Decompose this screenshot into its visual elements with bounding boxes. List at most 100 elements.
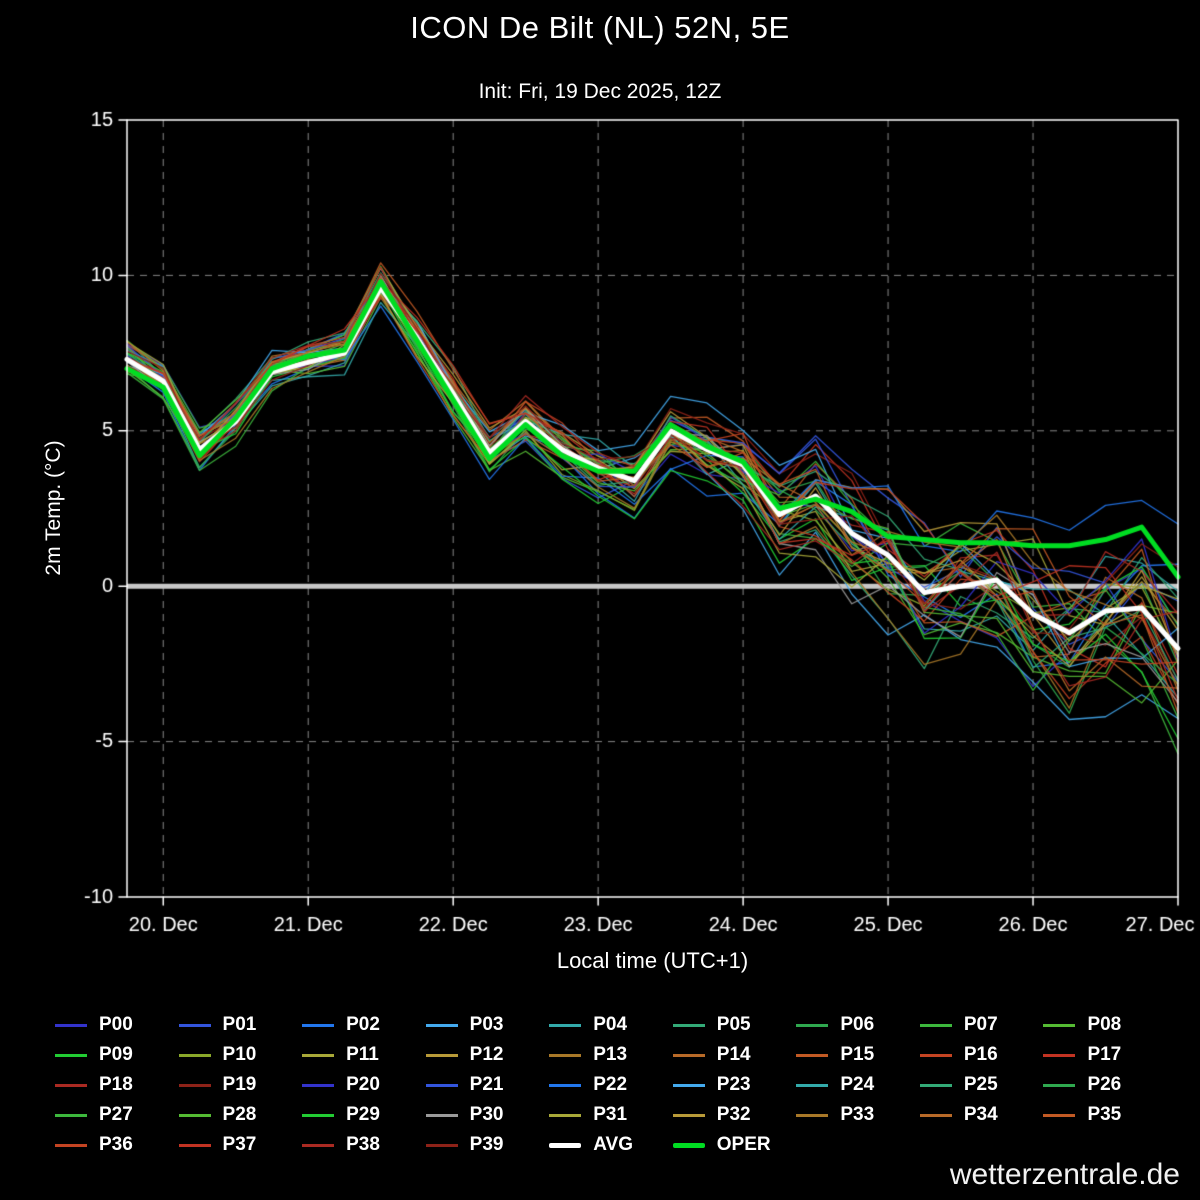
legend-swatch-p16 <box>919 1053 952 1057</box>
x-axis-label: Local time (UTC+1) <box>556 948 749 973</box>
legend-label-p16: P16 <box>963 1044 998 1065</box>
legend-swatch-p18 <box>55 1083 87 1087</box>
legend-item-p09: P09 <box>55 1044 179 1066</box>
legend-label-p03: P03 <box>469 1014 504 1035</box>
legend-label-p09: P09 <box>99 1044 133 1065</box>
legend-label-p38: P38 <box>346 1134 380 1155</box>
legend-label-p01: P01 <box>222 1014 257 1035</box>
legend-item-avg: AVG <box>549 1134 673 1156</box>
legend-label-p35: P35 <box>1087 1104 1122 1125</box>
legend-item-p25: P25 <box>919 1074 1044 1096</box>
legend-swatch-p27 <box>55 1113 87 1117</box>
legend-swatch-p10 <box>178 1053 211 1057</box>
legend-swatch-p11 <box>302 1053 335 1057</box>
legend-label-p11: P11 <box>346 1044 379 1065</box>
legend-label-avg: AVG <box>593 1134 633 1155</box>
legend-item-p38: P38 <box>302 1134 426 1156</box>
legend-label-p06: P06 <box>840 1014 875 1035</box>
legend-swatch-p04 <box>549 1023 582 1027</box>
legend-item-p08: P08 <box>1043 1014 1167 1036</box>
legend-label-p33: P33 <box>840 1104 875 1125</box>
legend-swatch-p24 <box>796 1083 829 1087</box>
legend-swatch-p00 <box>55 1023 87 1027</box>
legend-item-p32: P32 <box>672 1104 797 1126</box>
legend-item-p04: P04 <box>549 1014 673 1036</box>
legend-item-p19: P19 <box>178 1074 303 1096</box>
legend-item-p34: P34 <box>919 1104 1044 1126</box>
legend-label-p08: P08 <box>1087 1014 1122 1035</box>
legend-label-p24: P24 <box>840 1074 875 1095</box>
watermark: wetterzentrale.de <box>949 1158 1180 1191</box>
legend-swatch-p17 <box>1043 1053 1076 1057</box>
legend-label-oper: OPER <box>716 1134 771 1155</box>
legend-item-p23: P23 <box>672 1074 797 1096</box>
legend-item-p03: P03 <box>425 1014 550 1036</box>
legend-swatch-p26 <box>1043 1083 1076 1087</box>
legend-label-p18: P18 <box>99 1074 133 1095</box>
legend-item-p37: P37 <box>178 1134 303 1156</box>
legend-label-p10: P10 <box>222 1044 257 1065</box>
legend-swatch-p30 <box>425 1113 458 1117</box>
legend-swatch-p38 <box>302 1143 335 1147</box>
legend-label-p39: P39 <box>469 1134 504 1155</box>
legend-label-p37: P37 <box>222 1134 257 1155</box>
legend-swatch-p23 <box>672 1083 705 1087</box>
legend-swatch-p15 <box>796 1053 829 1057</box>
legend-item-p33: P33 <box>796 1104 920 1126</box>
legend-label-p15: P15 <box>840 1044 875 1065</box>
legend-swatch-p14 <box>672 1053 705 1057</box>
legend-item-p07: P07 <box>919 1014 1044 1036</box>
legend-label-p36: P36 <box>99 1134 133 1155</box>
legend-item-p16: P16 <box>919 1044 1044 1066</box>
legend-item-p10: P10 <box>178 1044 303 1066</box>
legend-swatch-p20 <box>302 1083 335 1087</box>
legend-swatch-avg <box>549 1142 582 1148</box>
legend-item-p26: P26 <box>1043 1074 1167 1096</box>
legend-item-p31: P31 <box>549 1104 673 1126</box>
legend-swatch-p06 <box>796 1023 829 1027</box>
legend-label-p12: P12 <box>469 1044 504 1065</box>
legend-swatch-p03 <box>425 1023 458 1027</box>
legend-item-p20: P20 <box>302 1074 426 1096</box>
legend-swatch-p05 <box>672 1023 705 1027</box>
legend-label-p34: P34 <box>963 1104 998 1125</box>
legend-swatch-oper <box>672 1142 705 1148</box>
legend-item-p24: P24 <box>796 1074 920 1096</box>
chart-subtitle: Init: Fri, 19 Dec 2025, 12Z <box>478 80 722 103</box>
legend-item-p02: P02 <box>302 1014 426 1036</box>
legend-label-p05: P05 <box>716 1014 751 1035</box>
y-axis-label: 2m Temp. (°C) <box>42 440 65 576</box>
legend-label-p19: P19 <box>222 1074 257 1095</box>
legend-label-p22: P22 <box>593 1074 628 1095</box>
legend-swatch-p08 <box>1043 1023 1076 1027</box>
legend-item-p01: P01 <box>178 1014 303 1036</box>
legend-label-p29: P29 <box>346 1104 380 1125</box>
legend-label-p17: P17 <box>1087 1044 1122 1065</box>
legend-swatch-p37 <box>178 1143 211 1147</box>
legend-swatch-p09 <box>55 1053 87 1057</box>
legend-swatch-p02 <box>302 1023 335 1027</box>
legend-label-p13: P13 <box>593 1044 628 1065</box>
legend-label-p00: P00 <box>99 1014 133 1035</box>
legend-swatch-p07 <box>919 1023 952 1027</box>
legend-swatch-p35 <box>1043 1113 1076 1117</box>
legend-item-p18: P18 <box>55 1074 179 1096</box>
legend-swatch-p12 <box>425 1053 458 1057</box>
legend-swatch-p39 <box>425 1143 458 1147</box>
legend-label-p20: P20 <box>346 1074 380 1095</box>
legend-swatch-p19 <box>178 1083 211 1087</box>
ensemble-chart-canvas <box>0 0 1200 1000</box>
legend-label-p04: P04 <box>593 1014 628 1035</box>
legend-swatch-p33 <box>796 1113 829 1117</box>
legend-swatch-p28 <box>178 1113 211 1117</box>
legend-label-p26: P26 <box>1087 1074 1122 1095</box>
legend-label-p25: P25 <box>963 1074 998 1095</box>
legend-swatch-p13 <box>549 1053 582 1057</box>
legend-swatch-p25 <box>919 1083 952 1087</box>
legend-label-p31: P31 <box>593 1104 628 1125</box>
legend-label-p07: P07 <box>963 1014 998 1035</box>
legend-item-p11: P11 <box>302 1044 426 1066</box>
legend-swatch-p01 <box>178 1023 211 1027</box>
legend-swatch-p22 <box>549 1083 582 1087</box>
legend: P00 P01 P02 P03 P04 P05 P06 P07 P08 P09 P10 P11 P12 P… <box>55 1010 1167 1160</box>
